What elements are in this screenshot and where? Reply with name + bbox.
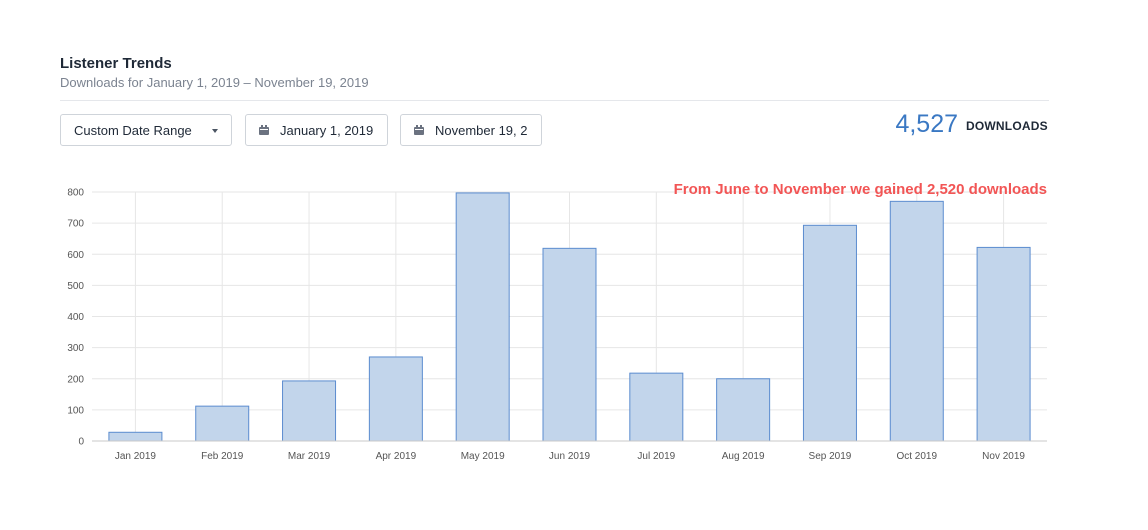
- total-downloads-count: 4,527: [895, 110, 958, 138]
- bar: [802, 224, 857, 442]
- y-tick-label: 400: [67, 312, 84, 323]
- y-tick-label: 100: [67, 405, 84, 416]
- x-tick-label: Jan 2019: [115, 451, 157, 462]
- bar: [629, 372, 684, 442]
- y-tick-label: 700: [67, 219, 84, 230]
- x-tick-label: Apr 2019: [376, 451, 417, 462]
- end-date-value: November 19, 2: [435, 122, 528, 138]
- x-tick-label: Jun 2019: [549, 451, 591, 462]
- bar: [976, 246, 1031, 442]
- x-tick-label: May 2019: [461, 451, 505, 462]
- bar: [716, 378, 771, 442]
- x-tick-label: Oct 2019: [896, 451, 937, 462]
- bar: [195, 405, 250, 442]
- end-date-field[interactable]: November 19, 2: [400, 114, 542, 146]
- bar: [108, 431, 163, 442]
- x-tick-label: Feb 2019: [201, 451, 244, 462]
- calendar-icon: [414, 125, 424, 135]
- x-tick-label: Nov 2019: [982, 451, 1025, 462]
- calendar-icon: [259, 125, 269, 135]
- x-tick-label: Mar 2019: [288, 451, 331, 462]
- bar: [282, 380, 337, 442]
- x-tick-label: Aug 2019: [722, 451, 765, 462]
- date-range-select-label: Custom Date Range: [74, 122, 192, 138]
- header-divider: [60, 100, 1049, 101]
- chart-annotation: From June to November we gained 2,520 do…: [673, 181, 1047, 198]
- bar: [455, 192, 510, 442]
- date-range-select[interactable]: Custom Date Range: [60, 114, 232, 146]
- bar: [368, 356, 423, 442]
- bar: [889, 200, 944, 442]
- start-date-value: January 1, 2019: [280, 122, 374, 138]
- bar: [542, 247, 597, 442]
- page-subtitle: Downloads for January 1, 2019 – November…: [60, 75, 369, 90]
- page-title: Listener Trends: [60, 55, 172, 72]
- y-tick-label: 800: [67, 188, 84, 199]
- start-date-field[interactable]: January 1, 2019: [245, 114, 388, 146]
- x-tick-label: Jul 2019: [637, 451, 675, 462]
- y-tick-label: 0: [78, 437, 84, 448]
- x-tick-label: Sep 2019: [809, 451, 852, 462]
- y-tick-label: 200: [67, 374, 84, 385]
- caret-down-icon: [212, 129, 218, 133]
- y-tick-label: 600: [67, 250, 84, 261]
- y-tick-label: 500: [67, 281, 84, 292]
- total-downloads-label: DOWNLOADS: [966, 119, 1048, 133]
- y-tick-label: 300: [67, 343, 84, 354]
